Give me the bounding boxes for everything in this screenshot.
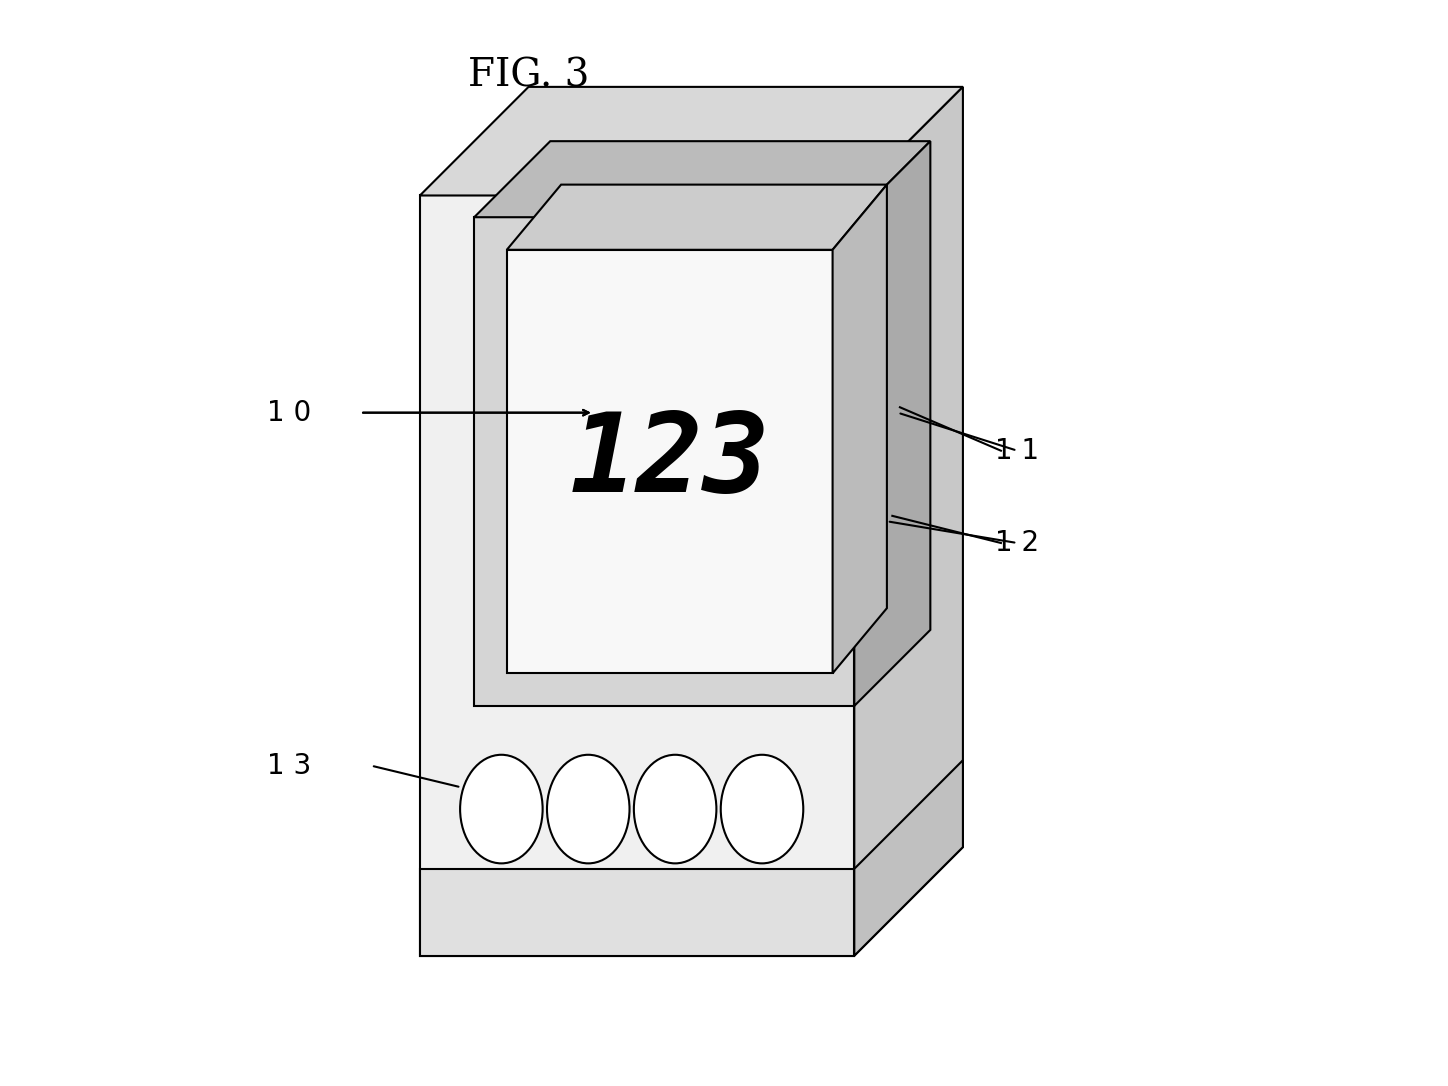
Text: 1 0: 1 0	[268, 399, 311, 427]
Polygon shape	[420, 87, 963, 195]
Text: 123: 123	[569, 408, 770, 515]
Polygon shape	[854, 760, 963, 956]
Ellipse shape	[547, 755, 630, 863]
Text: 1 3: 1 3	[268, 752, 311, 780]
Ellipse shape	[721, 755, 804, 863]
Polygon shape	[507, 250, 833, 673]
Polygon shape	[854, 87, 963, 956]
Ellipse shape	[460, 755, 543, 863]
Polygon shape	[507, 185, 886, 250]
Text: 1 2: 1 2	[995, 529, 1040, 557]
Text: 1 1: 1 1	[995, 437, 1040, 465]
Ellipse shape	[634, 755, 717, 863]
Polygon shape	[475, 217, 854, 706]
Polygon shape	[420, 869, 854, 956]
Polygon shape	[833, 185, 886, 673]
Polygon shape	[854, 141, 930, 706]
Polygon shape	[475, 141, 930, 217]
Text: FIG. 3: FIG. 3	[468, 58, 589, 94]
Polygon shape	[420, 195, 854, 956]
